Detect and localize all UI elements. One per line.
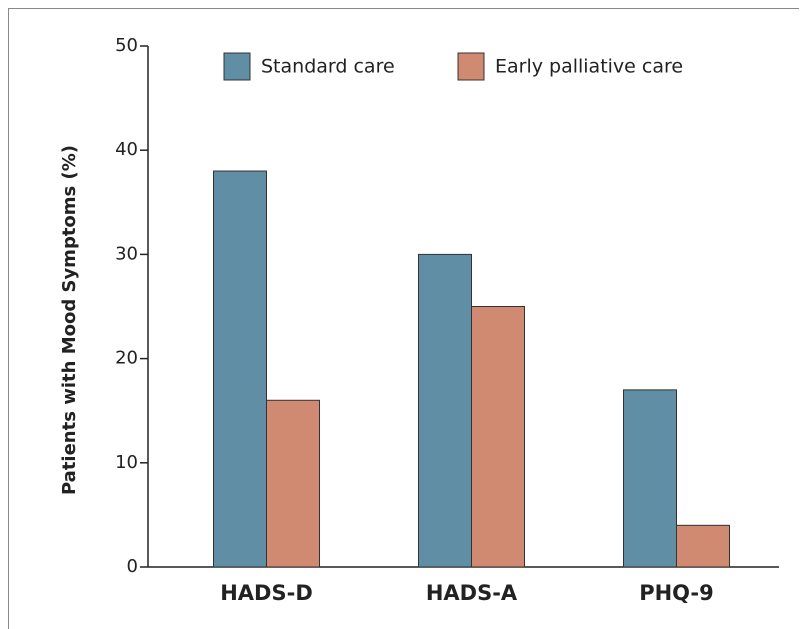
y-tick-label: 50 (115, 35, 138, 56)
y-tick-label: 10 (115, 452, 138, 473)
bar (676, 524, 730, 568)
y-tick-label: 0 (127, 556, 138, 577)
bar (471, 306, 525, 568)
bar (266, 399, 320, 568)
bar (418, 253, 472, 568)
y-tick-label: 40 (115, 139, 138, 160)
y-tick-label: 20 (115, 348, 138, 369)
legend-swatch (457, 52, 485, 81)
x-tick-label: PHQ-9 (639, 581, 714, 605)
bar (623, 389, 677, 568)
y-axis-label: Patients with Mood Symptoms (%) (59, 145, 80, 495)
legend-label: Early palliative care (495, 56, 683, 78)
x-tick-label: HADS-A (426, 581, 518, 605)
y-tick-label: 30 (115, 243, 138, 264)
bar (213, 170, 267, 568)
frame (8, 8, 799, 629)
legend-label: Standard care (261, 56, 395, 78)
legend-swatch (223, 52, 251, 81)
x-tick-label: HADS-D (220, 581, 313, 605)
